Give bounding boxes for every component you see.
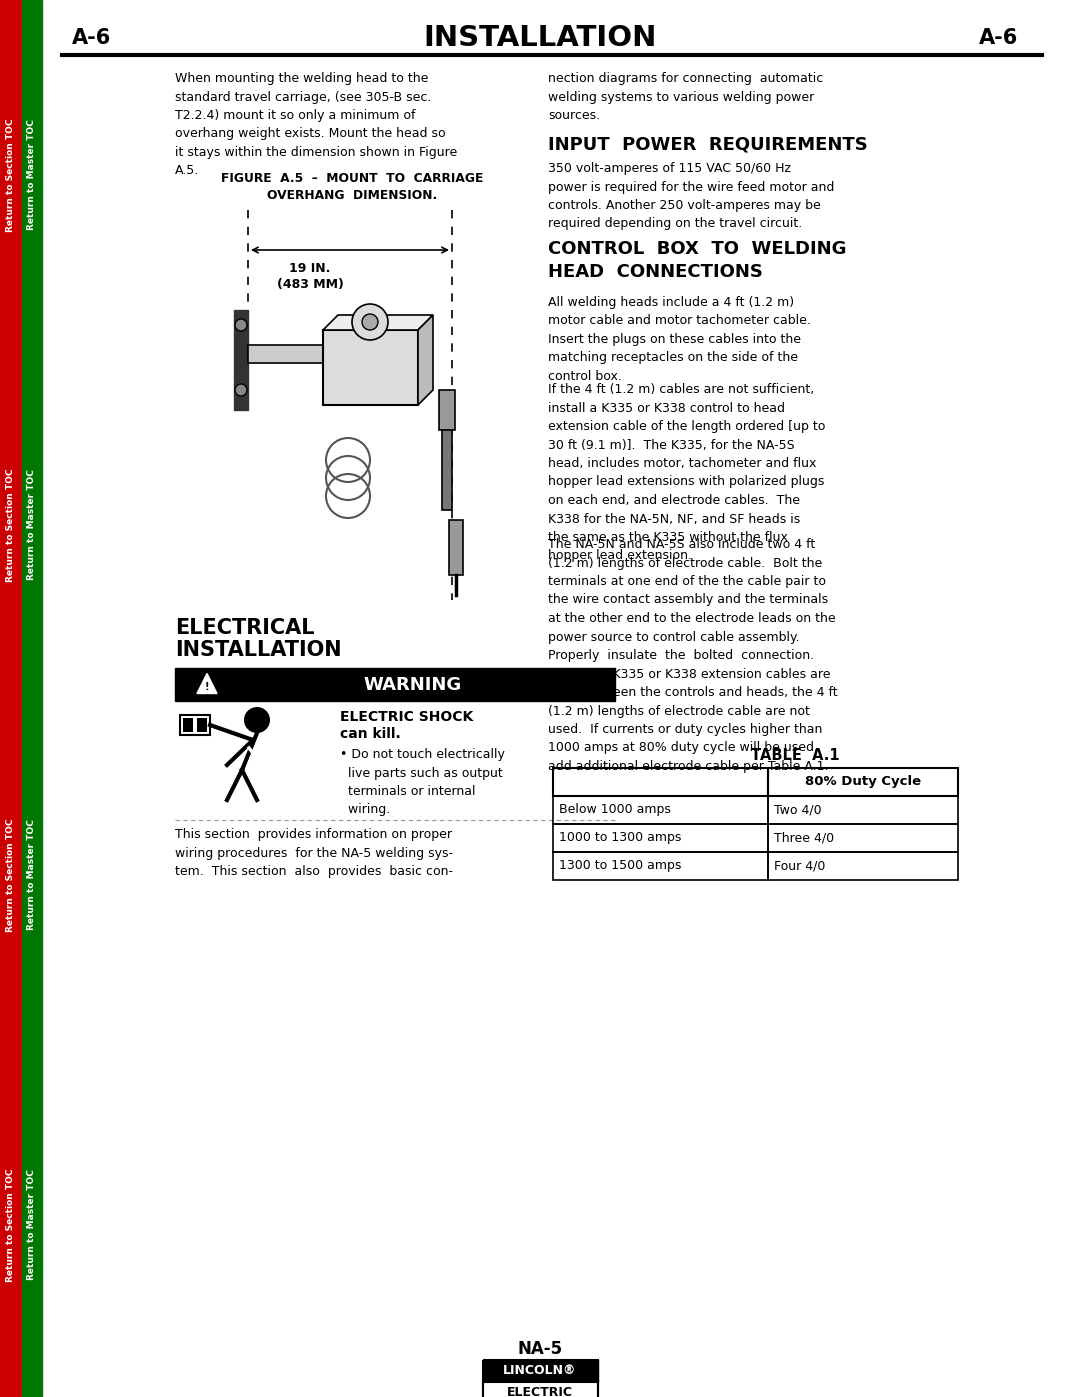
Text: Return to Section TOC: Return to Section TOC <box>6 468 15 581</box>
Text: 1300 to 1500 amps: 1300 to 1500 amps <box>559 859 681 873</box>
Text: LINCOLN®: LINCOLN® <box>503 1365 577 1377</box>
Text: Return to Master TOC: Return to Master TOC <box>27 1169 37 1281</box>
Circle shape <box>235 319 247 331</box>
Bar <box>323 330 418 405</box>
Bar <box>768 768 958 796</box>
Polygon shape <box>197 673 217 693</box>
Text: TABLE  A.1: TABLE A.1 <box>751 747 839 763</box>
Text: Return to Section TOC: Return to Section TOC <box>6 1168 15 1282</box>
Bar <box>22 0 42 1397</box>
Text: CONTROL  BOX  TO  WELDING: CONTROL BOX TO WELDING <box>548 240 847 258</box>
Text: If the 4 ft (1.2 m) cables are not sufficient,
install a K335 or K338 control to: If the 4 ft (1.2 m) cables are not suffi… <box>548 383 825 563</box>
Text: Two 4/0: Two 4/0 <box>774 803 822 816</box>
Text: Return to Master TOC: Return to Master TOC <box>27 120 37 231</box>
Bar <box>183 718 193 732</box>
Text: OVERHANG  DIMENSION.: OVERHANG DIMENSION. <box>268 189 437 203</box>
Text: Three 4/0: Three 4/0 <box>774 831 834 845</box>
Bar <box>553 852 768 880</box>
Bar <box>768 852 958 880</box>
Bar <box>553 796 768 824</box>
Circle shape <box>362 314 378 330</box>
Text: nection diagrams for connecting  automatic
welding systems to various welding po: nection diagrams for connecting automati… <box>548 73 823 122</box>
Circle shape <box>235 384 247 395</box>
Text: The NA-5N and NA-5S also include two 4 ft
(1.2 m) lengths of electrode cable.  B: The NA-5N and NA-5S also include two 4 f… <box>548 538 838 773</box>
Bar <box>483 1361 597 1382</box>
Text: !: ! <box>205 683 210 693</box>
Bar <box>483 1361 597 1397</box>
Bar <box>449 520 463 576</box>
Text: 80% Duty Cycle: 80% Duty Cycle <box>805 775 921 788</box>
Text: 1000 to 1300 amps: 1000 to 1300 amps <box>559 831 681 845</box>
Bar <box>553 768 768 796</box>
Text: This section  provides information on proper
wiring procedures  for the NA-5 wel: This section provides information on pro… <box>175 828 453 877</box>
Text: 350 volt-amperes of 115 VAC 50/60 Hz
power is required for the wire feed motor a: 350 volt-amperes of 115 VAC 50/60 Hz pow… <box>548 162 835 231</box>
Bar <box>234 310 248 409</box>
Circle shape <box>244 707 270 733</box>
Bar <box>180 715 210 735</box>
Text: Return to Section TOC: Return to Section TOC <box>6 119 15 232</box>
Text: INPUT  POWER  REQUIREMENTS: INPUT POWER REQUIREMENTS <box>548 136 867 154</box>
Polygon shape <box>418 314 433 405</box>
Text: NA-5: NA-5 <box>517 1340 563 1358</box>
Text: Return to Master TOC: Return to Master TOC <box>27 469 37 580</box>
Bar <box>768 796 958 824</box>
Text: ELECTRIC SHOCK: ELECTRIC SHOCK <box>340 710 473 724</box>
Polygon shape <box>323 314 433 330</box>
Text: INSTALLATION: INSTALLATION <box>423 24 657 52</box>
Bar <box>442 430 453 510</box>
Text: ELECTRICAL: ELECTRICAL <box>175 617 314 638</box>
Text: FIGURE  A.5  –  MOUNT  TO  CARRIAGE: FIGURE A.5 – MOUNT TO CARRIAGE <box>221 172 484 184</box>
Text: (483 MM): (483 MM) <box>276 278 343 291</box>
Text: Return to Master TOC: Return to Master TOC <box>27 820 37 930</box>
Text: Below 1000 amps: Below 1000 amps <box>559 803 671 816</box>
Bar <box>175 668 615 701</box>
Circle shape <box>352 305 388 339</box>
Text: When mounting the welding head to the
standard travel carriage, (see 305-B sec.
: When mounting the welding head to the st… <box>175 73 457 177</box>
Text: A-6: A-6 <box>72 28 111 47</box>
Text: INSTALLATION: INSTALLATION <box>175 640 341 659</box>
Bar <box>438 390 455 430</box>
Text: WARNING: WARNING <box>364 676 462 693</box>
Text: Return to Section TOC: Return to Section TOC <box>6 819 15 932</box>
Bar <box>768 824 958 852</box>
Bar <box>0 0 22 1397</box>
Text: A-6: A-6 <box>978 28 1018 47</box>
Text: ELECTRIC: ELECTRIC <box>507 1386 573 1397</box>
Text: • Do not touch electrically
  live parts such as output
  terminals or internal
: • Do not touch electrically live parts s… <box>340 747 504 816</box>
Text: All welding heads include a 4 ft (1.2 m)
motor cable and motor tachometer cable.: All welding heads include a 4 ft (1.2 m)… <box>548 296 811 383</box>
Text: can kill.: can kill. <box>340 726 401 740</box>
Bar <box>248 345 328 363</box>
Bar <box>197 718 207 732</box>
Bar <box>483 1382 597 1397</box>
Text: 19 IN.: 19 IN. <box>289 263 330 275</box>
Text: Four 4/0: Four 4/0 <box>774 859 825 873</box>
Text: HEAD  CONNECTIONS: HEAD CONNECTIONS <box>548 263 762 281</box>
Bar <box>553 824 768 852</box>
